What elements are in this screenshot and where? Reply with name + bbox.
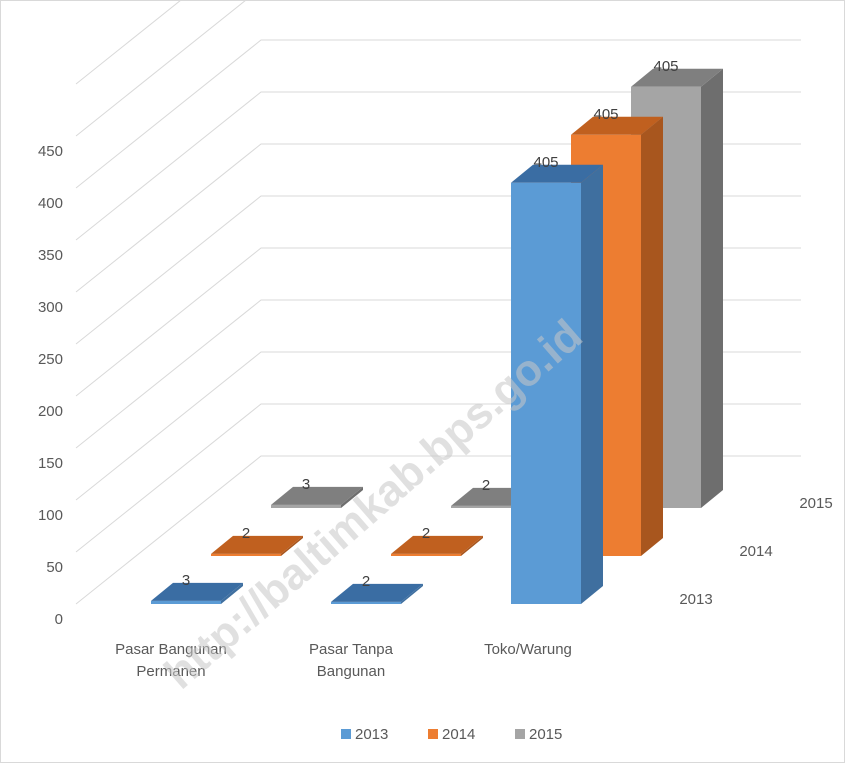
bar-front: [151, 600, 221, 604]
category-label: Toko/Warung: [484, 641, 572, 658]
series-axis-label: 2013: [679, 591, 712, 608]
bar-front: [451, 505, 521, 508]
bar-top: [211, 535, 303, 554]
gridlines: [75, 0, 801, 605]
data-label: 3: [182, 572, 190, 589]
category-axis-labels: Pasar Bangunan Permanen Pasar Tanpa Banguna…: [115, 641, 572, 680]
depth-axis-labels: 2013 2014 2015: [679, 495, 832, 608]
legend-label: 2015: [529, 726, 562, 743]
bar-top: [391, 535, 483, 554]
bar-side: [281, 535, 303, 556]
gridline: [75, 39, 801, 189]
data-label: 2: [242, 525, 250, 542]
series-axis-label: 2014: [739, 543, 772, 560]
bar-front: [331, 601, 401, 604]
legend-swatch: [341, 729, 351, 739]
data-label: 3: [302, 476, 310, 493]
y-tick-label: 200: [38, 403, 63, 420]
bar-top: [571, 116, 663, 135]
gridline: [75, 91, 801, 241]
bar-side: [221, 582, 243, 604]
y-tick-label: 50: [46, 559, 63, 576]
series-axis-label: 2015: [799, 495, 832, 512]
bar-front: [271, 504, 341, 508]
gridline: [75, 0, 182, 85]
bar-side: [581, 164, 603, 605]
legend: 2013 2014 2015: [341, 726, 562, 743]
bar-top: [151, 582, 243, 601]
bar-top: [511, 164, 603, 183]
y-tick-label: 150: [38, 455, 63, 472]
bar-top: [631, 68, 723, 87]
data-label: 405: [653, 58, 678, 75]
data-labels: 3 2 405 2 2 405 3 2 405: [182, 58, 679, 590]
legend-label: 2014: [442, 726, 475, 743]
y-tick-label: 350: [38, 247, 63, 264]
y-tick-label: 450: [38, 143, 63, 160]
bar-side: [641, 116, 663, 557]
y-tick-label: 400: [38, 195, 63, 212]
bar-side: [341, 486, 363, 508]
data-label: 405: [593, 106, 618, 123]
bar-side: [401, 583, 423, 604]
data-label: 2: [482, 477, 490, 494]
bar-top: [271, 486, 363, 505]
bar-front: [511, 182, 581, 605]
legend-label: 2013: [355, 726, 388, 743]
bar-side: [461, 535, 483, 556]
y-axis-ticks: 0 50 100 150 200 250 300 350 400 450: [38, 143, 63, 628]
bars: [151, 68, 723, 605]
gridline: [75, 0, 247, 137]
bar-front: [211, 553, 281, 556]
category-label: Pasar Tanpa Bangunan: [309, 641, 394, 680]
data-label: 2: [362, 573, 370, 590]
bar-side: [701, 68, 723, 509]
category-label: Pasar Bangunan Permanen: [115, 641, 227, 680]
y-tick-label: 0: [55, 611, 63, 628]
y-tick-label: 250: [38, 351, 63, 368]
y-tick-label: 100: [38, 507, 63, 524]
y-tick-label: 300: [38, 299, 63, 316]
bar-front: [391, 553, 461, 556]
data-label: 2: [422, 525, 430, 542]
legend-swatch: [428, 729, 438, 739]
bar-top: [331, 583, 423, 602]
data-label: 405: [533, 154, 558, 171]
legend-swatch: [515, 729, 525, 739]
